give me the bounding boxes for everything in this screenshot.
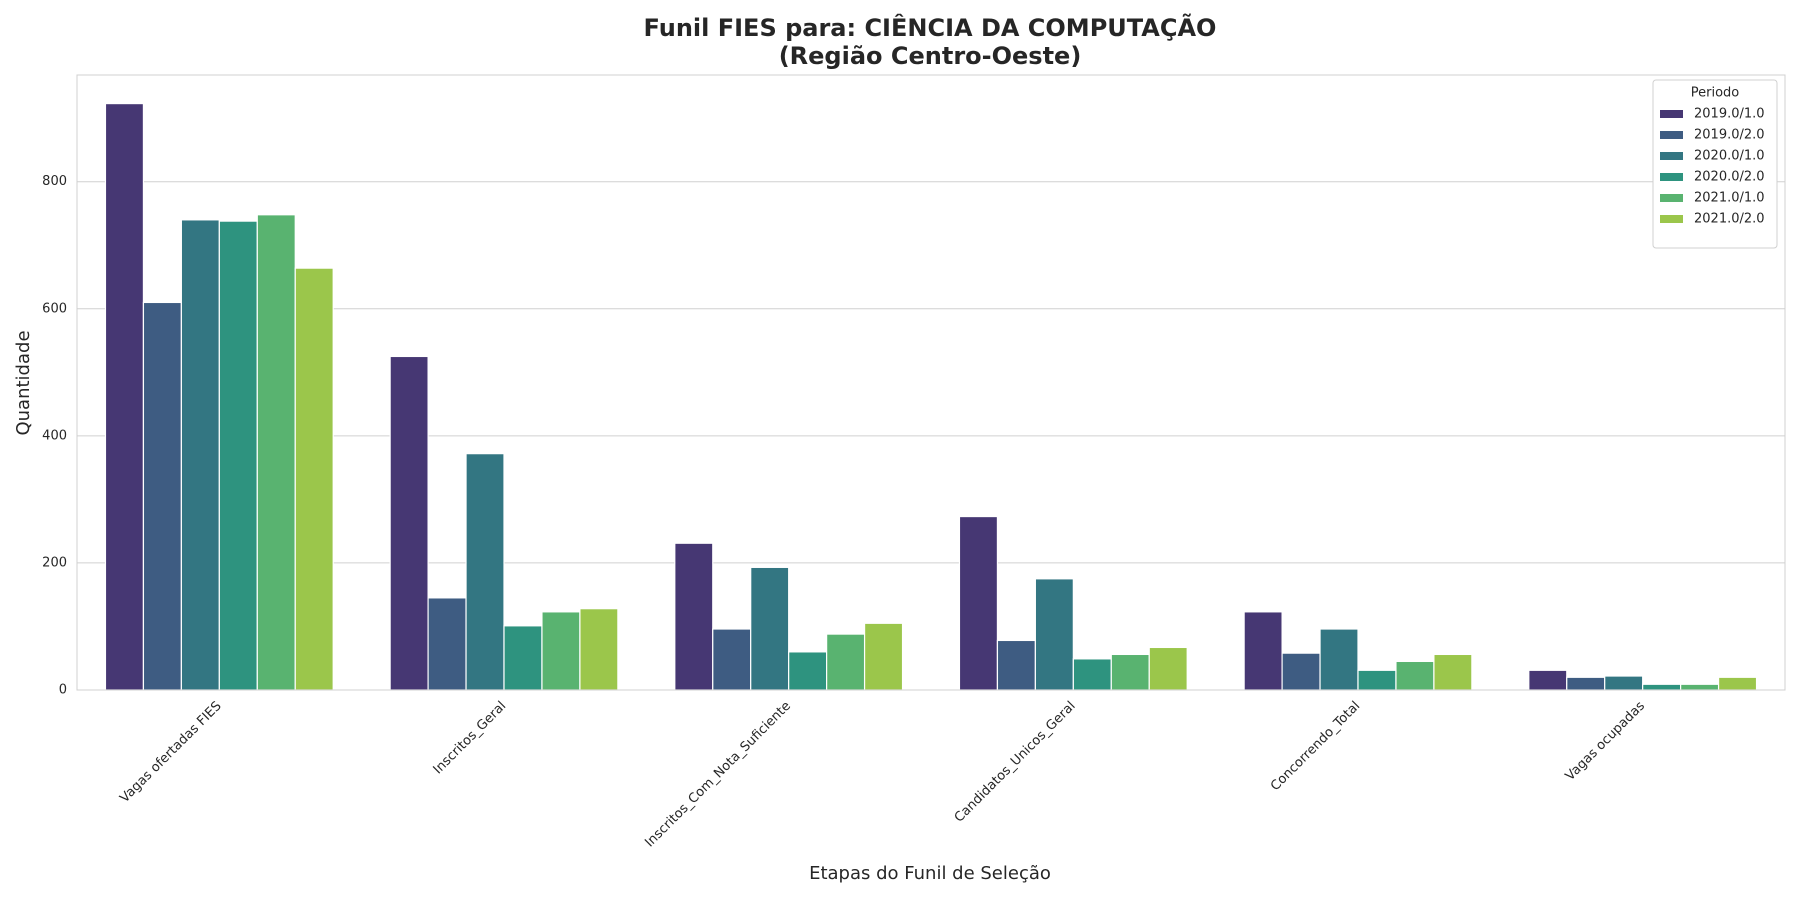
legend-swatch (1660, 110, 1683, 118)
legend-label: 2019.0/2.0 (1694, 128, 1765, 143)
legend-label: 2021.0/2.0 (1694, 212, 1765, 227)
bar (863, 622, 904, 691)
bar (541, 611, 581, 691)
bar (1528, 669, 1568, 691)
bar (958, 515, 999, 691)
x-tick-label: Vagas ofertadas FIES (117, 699, 224, 806)
x-axis-label: Etapas do Funil de Seleção (809, 863, 1051, 884)
bar (1395, 660, 1435, 691)
bar (1357, 669, 1397, 691)
y-tick-label: 800 (42, 174, 67, 189)
bar (142, 301, 182, 691)
legend-label: 2019.0/1.0 (1694, 107, 1765, 122)
y-tick-label: 600 (42, 301, 67, 316)
bar (465, 453, 505, 691)
bar (1072, 658, 1112, 691)
bar (579, 608, 619, 691)
bar (1319, 628, 1359, 691)
bar (256, 214, 296, 691)
bar (1148, 646, 1188, 691)
x-tick-label: Vagas ocupadas (1563, 699, 1648, 784)
plot-border (76, 74, 1786, 691)
y-axis-label: Quantidade (13, 330, 34, 435)
bar (1433, 653, 1473, 691)
bar (1110, 653, 1150, 691)
legend-swatch (1660, 152, 1683, 160)
chart-title: Funil FIES para: CIÊNCIA DA COMPUTAÇÃO (644, 13, 1217, 42)
bar (294, 267, 334, 691)
bar (1642, 683, 1682, 691)
legend-swatch (1660, 215, 1683, 223)
bar (788, 651, 828, 691)
legend-swatch (1660, 131, 1683, 139)
bar (826, 633, 866, 691)
bar (104, 102, 145, 691)
bar (218, 220, 258, 691)
bar (1243, 611, 1283, 691)
y-tick-label: 0 (59, 683, 67, 698)
bar (427, 597, 467, 691)
bar (750, 566, 790, 691)
bar (674, 542, 714, 691)
x-tick-label: Inscritos_Geral (431, 699, 510, 778)
bar (503, 625, 543, 691)
y-tick-label: 400 (42, 428, 67, 443)
bar (1281, 652, 1321, 691)
legend-swatch (1660, 194, 1683, 202)
legend-label: 2021.0/1.0 (1694, 191, 1765, 206)
legend-box (1652, 79, 1778, 249)
x-tick-label: Inscritos_Com_Nota_Suficiente (642, 699, 794, 851)
legend-swatch (1660, 173, 1683, 181)
y-tick-label: 200 (42, 555, 67, 570)
bar (1566, 676, 1606, 691)
legend-title: Periodo (1691, 86, 1740, 101)
chart-subtitle: (Região Centro-Oeste) (779, 42, 1082, 70)
bar (1034, 578, 1074, 691)
bar (1604, 675, 1644, 691)
bar (996, 639, 1036, 691)
legend-label: 2020.0/2.0 (1694, 170, 1765, 185)
bar (1717, 676, 1758, 691)
bar (712, 628, 752, 691)
legend-label: 2020.0/1.0 (1694, 149, 1765, 164)
bar (1680, 683, 1720, 691)
x-tick-label: Candidatos_Unicos_Geral (952, 699, 1079, 826)
bar (180, 219, 220, 691)
bar (389, 355, 429, 691)
x-tick-label: Concorrendo_Total (1268, 699, 1363, 794)
